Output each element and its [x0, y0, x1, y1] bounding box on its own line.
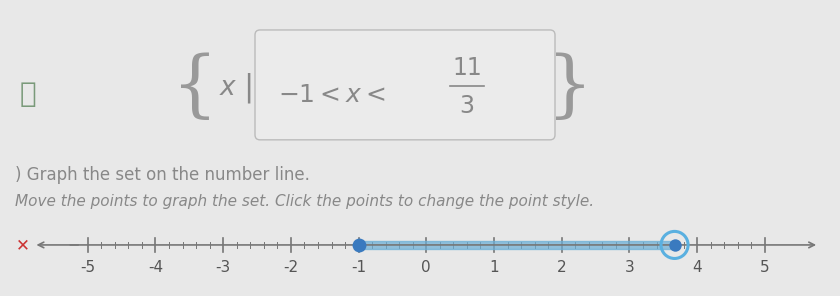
Text: 0: 0 — [422, 260, 431, 276]
Text: 3: 3 — [459, 94, 475, 118]
Text: 4: 4 — [692, 260, 702, 276]
Text: 1: 1 — [489, 260, 499, 276]
Point — [668, 243, 681, 247]
Text: ✕: ✕ — [16, 236, 30, 254]
Text: -1: -1 — [351, 260, 366, 276]
Text: {: { — [172, 53, 218, 123]
Text: -3: -3 — [216, 260, 231, 276]
Text: 11: 11 — [452, 56, 482, 80]
Text: $|$: $|$ — [243, 71, 251, 105]
Text: -4: -4 — [148, 260, 163, 276]
FancyBboxPatch shape — [255, 30, 555, 140]
Text: $x$: $x$ — [218, 75, 237, 101]
Text: ✓: ✓ — [19, 81, 36, 108]
Text: 3: 3 — [625, 260, 634, 276]
Text: -2: -2 — [283, 260, 298, 276]
Text: ) Graph the set on the number line.: ) Graph the set on the number line. — [15, 166, 310, 184]
Point — [668, 243, 681, 247]
Text: }: } — [547, 53, 593, 123]
Text: Move the points to graph the set. Click the points to change the point style.: Move the points to graph the set. Click … — [15, 194, 594, 209]
Point — [352, 243, 365, 247]
Text: -5: -5 — [80, 260, 95, 276]
Text: 2: 2 — [557, 260, 566, 276]
Text: $-1 < x < $: $-1 < x < $ — [278, 83, 386, 107]
Text: 5: 5 — [760, 260, 769, 276]
Bar — [359, 241, 675, 249]
